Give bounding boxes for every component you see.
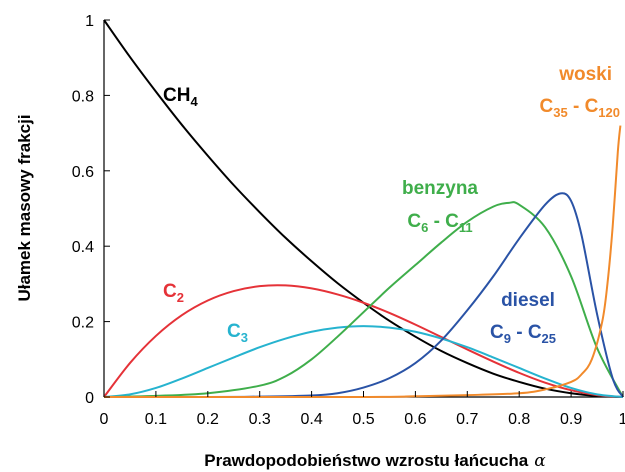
x-tick-label: 0: [100, 411, 109, 428]
series-layer: [103, 19, 624, 399]
series-line-benzyna: [103, 201, 624, 398]
x-tick-label: 0.4: [300, 411, 322, 428]
y-tick-label: 0.2: [72, 315, 94, 332]
series-label-c2: C2: [163, 281, 184, 305]
y-axis-title: Ułamek masowy frakcji: [15, 114, 34, 301]
x-tick-label: 0.3: [249, 411, 271, 428]
series-label-ch4: CH4: [163, 85, 198, 109]
series-label-woski-range: C35 - C120: [539, 96, 620, 120]
tick-labels: 0 0.1 0.2 0.3 0.4 0.5 0.6 0.7 0.8 0.9 1 0 0.2 0.4 0.6 0…: [72, 13, 625, 428]
series-label-benzyna-range: C6 - C11: [407, 211, 472, 235]
x-axis-alpha-symbol: α: [534, 451, 546, 471]
x-tick-label: 0.1: [145, 411, 167, 428]
x-tick-label: 0.8: [508, 411, 530, 428]
series-label-diesel: diesel: [501, 290, 555, 311]
series-line-c2: [103, 284, 624, 398]
series-label-woski: woski: [558, 64, 612, 85]
series-label-benzyna: benzyna: [402, 178, 478, 199]
y-tick-label: 0.4: [72, 239, 94, 256]
y-tick-label: 0.6: [72, 164, 94, 181]
x-tick-label: 0.7: [456, 411, 478, 428]
x-tick-label: 0.2: [197, 411, 219, 428]
series-line-diesel: [104, 192, 624, 398]
series-labels: CH4 C2 C3 benzyna C6 - C11 diesel C9 - C25 wosk…: [163, 64, 620, 346]
y-tick-label: 1: [85, 13, 94, 30]
x-tick-label: 0.6: [404, 411, 426, 428]
x-axis-title-text: Prawdopodobieństwo wzrostu łańcucha: [204, 451, 529, 470]
x-tick-label: 0.9: [560, 411, 582, 428]
series-label-diesel-range: C9 - C25: [490, 322, 556, 346]
series-label-c3: C3: [227, 321, 248, 345]
x-tick-label: 1: [619, 411, 625, 428]
x-axis-title: Prawdopodobieństwo wzrostu łańcucha α: [204, 451, 546, 471]
y-tick-label: 0.8: [72, 88, 94, 105]
x-tick-label: 0.5: [352, 411, 374, 428]
y-tick-label: 0: [85, 390, 94, 407]
series-line-c3: [103, 325, 624, 398]
series-line-woski: [104, 125, 622, 399]
